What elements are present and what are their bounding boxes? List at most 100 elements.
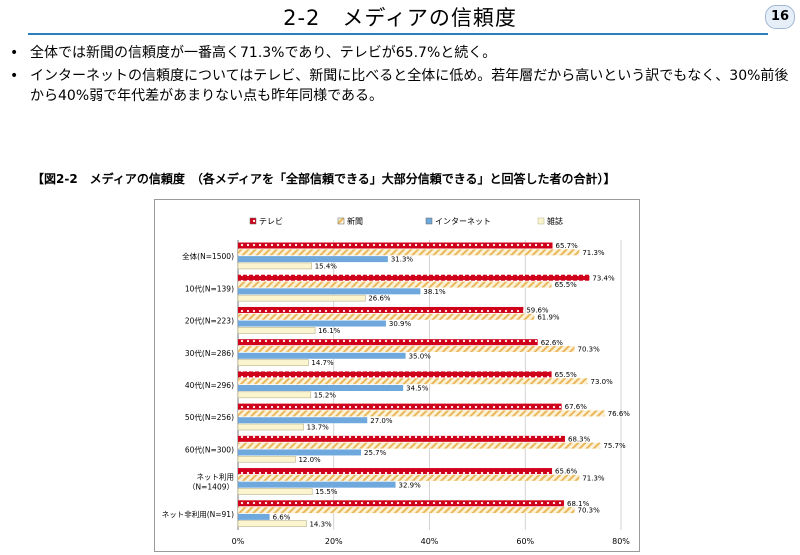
data-label: 67.6% [565,403,588,411]
bar-テレビ [238,242,553,249]
legend-label: 雑誌 [547,216,563,226]
data-label: 38.1% [423,288,446,296]
page-number-badge: 16 [765,5,795,29]
bar-雑誌 [237,520,307,527]
legend-swatch [337,217,345,225]
x-tick-label: 80% [612,537,630,546]
bar-雑誌 [237,262,313,270]
bar-インターネット [238,385,404,391]
chart-category-labels: 全体(N=1500) 10代(N=139) 20代(N=223) 30代(N=286)… [162,251,234,519]
x-tick-label: 0% [232,537,245,546]
bar-新聞 [238,249,580,256]
bullet-item: 全体では新聞の信頼度が一番高く71.3%であり、テレビが65.7%と続く。 [10,43,790,63]
bar-雑誌 [237,359,309,366]
legend-swatch [249,217,257,225]
bar-インターネット [238,288,421,295]
data-label: 65.6% [555,468,578,476]
data-label: 15.5% [315,488,338,496]
x-tick-label: 20% [325,537,343,546]
chart-x-ticks: 0% 20% 40% 60% 80% [232,537,631,546]
chart-frame: テレビ 新聞 インターネット 雑誌 65.7% 71.3% 31.3% 15.4% 73.4%… [154,199,640,552]
bar-インターネット [238,417,368,424]
bar-新聞 [238,345,575,352]
bar-テレビ [238,468,553,475]
legend-label: テレビ [259,217,283,226]
category-label: ネット非利用(N=91) [162,509,234,519]
title-underline [28,33,768,35]
data-label: 68.3% [568,435,591,443]
bar-インターネット [238,320,386,327]
bar-テレビ [238,403,562,410]
data-label: 16.1% [318,327,341,335]
data-label: 68.1% [567,500,590,508]
chart-caption: 【図2-2 メディアの信頼度 （各メディアを「全部信頼できる」大部分信頼できる」… [32,172,616,186]
chart-bars [237,242,605,527]
x-tick-label: 40% [421,537,439,546]
bar-インターネット [238,256,388,263]
bar-インターネット [238,513,270,520]
bar-雑誌 [237,488,313,495]
bullet-list: 全体では新聞の信頼度が一番高く71.3%であり、テレビが65.7%と続く。 イン… [10,43,790,109]
bar-テレビ [238,306,524,313]
data-label: 32.9% [399,481,422,489]
data-label: 35.0% [409,352,432,360]
bar-chart: テレビ 新聞 インターネット 雑誌 65.7% 71.3% 31.3% 15.4% 73.4%… [162,216,631,546]
data-label: 73.0% [590,378,613,386]
data-label: 34.5% [406,385,429,393]
category-label: 60代(N=300) [185,444,234,454]
category-label: 30代(N=286) [185,348,234,358]
legend-swatch [537,217,545,225]
data-label: 14.7% [311,359,334,367]
data-label: 76.6% [608,410,631,418]
data-label: 6.6% [273,513,291,521]
bar-雑誌 [237,455,296,463]
bar-テレビ [238,500,565,507]
data-label: 62.6% [541,339,564,347]
bar-雑誌 [237,294,366,302]
bar-新聞 [238,507,575,514]
data-label: 70.3% [578,507,601,515]
bar-インターネット [238,481,396,488]
legend-swatch [425,217,433,225]
data-label: 12.0% [298,456,321,464]
bar-インターネット [238,352,406,359]
data-label: 13.7% [307,424,330,432]
data-label: 59.6% [526,307,549,315]
data-label: 25.7% [364,449,387,457]
bar-雑誌 [237,327,316,334]
legend-label: 新聞 [347,216,363,226]
chart-legend: テレビ 新聞 インターネット 雑誌 [249,216,563,226]
data-label: 15.2% [314,391,337,399]
data-label: 65.5% [555,371,578,379]
category-label: ネット利用 [197,472,235,482]
data-label: 71.3% [582,474,605,482]
page-title: 2-2 メディアの信頼度 [283,6,517,30]
x-tick-label: 60% [516,537,534,546]
data-label: 75.7% [603,442,626,450]
bar-雑誌 [237,423,304,431]
bar-雑誌 [237,391,312,399]
bar-新聞 [238,378,588,385]
data-label: 70.3% [578,346,601,354]
category-label: 40代(N=296) [185,380,234,390]
data-label: 15.4% [315,263,338,271]
bar-新聞 [238,281,552,288]
data-label: 14.3% [309,520,332,528]
data-label: 65.5% [555,281,578,289]
category-label: 10代(N=139) [185,283,234,293]
chart-labels: 65.7% 71.3% 31.3% 15.4% 73.4% 65.5% 38.1% 26.6%… [273,242,631,528]
category-label: （N=1409） [188,483,234,492]
data-label: 65.7% [556,242,579,250]
category-label: 20代(N=223) [185,316,234,326]
data-label: 30.9% [389,320,412,328]
data-label: 26.6% [368,295,391,303]
bar-新聞 [238,474,580,481]
data-label: 73.4% [592,274,615,282]
data-label: 27.0% [370,417,393,425]
bar-テレビ [238,435,565,442]
category-label: 50代(N=256) [185,412,234,422]
bar-インターネット [238,449,362,456]
bullet-item: インターネットの信頼度についてはテレビ、新聞に比べると全体に低め。若年層だから高… [10,66,790,106]
legend-label: インターネット [435,217,491,226]
data-label: 31.3% [391,256,414,264]
